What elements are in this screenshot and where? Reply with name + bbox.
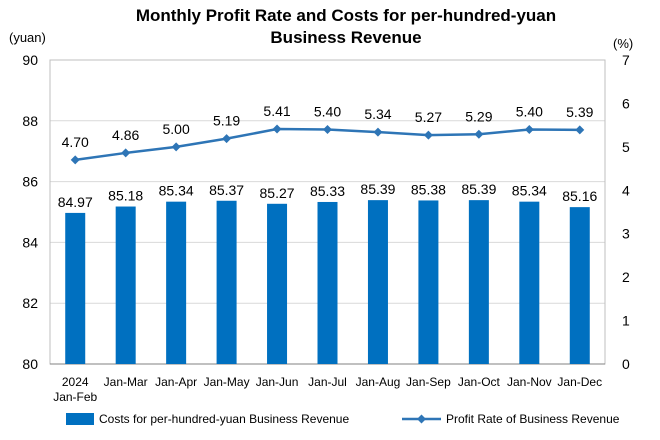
cost-bar-label: 85.39 [360,181,395,197]
right-tick-label: 4 [622,182,630,198]
profit-rate-label: 5.39 [566,104,593,120]
profit-rate-label: 4.70 [62,134,89,150]
cost-bar [267,203,288,364]
profit-rate-label: 5.29 [465,108,492,124]
x-tick-label: Jan-Jun [256,375,299,389]
cost-bar [418,200,439,364]
profit-rate-marker [373,127,383,137]
left-tick-label: 84 [22,234,38,250]
x-tick-label: Jan-Feb [53,390,97,404]
chart-title-line1: Monthly Profit Rate and Costs for per-hu… [136,6,556,25]
profit-rate-label: 5.41 [263,103,290,119]
profit-rate-marker [222,134,232,144]
cost-bar-label: 85.38 [411,181,446,197]
profit-rate-marker [171,142,181,152]
x-tick-label: Jan-Jul [308,375,347,389]
legend-marker-profit [417,414,426,424]
right-tick-label: 0 [622,356,630,372]
x-tick-label: Jan-Nov [507,375,552,389]
cost-bar [519,201,540,364]
legend: Costs for per-hundred-yuan Business Reve… [66,412,620,426]
x-tick-label: Jan-Dec [557,375,602,389]
x-tick-label: Jan-May [204,375,250,389]
profit-rate-label: 5.34 [364,106,391,122]
x-tick-label: Jan-Aug [356,375,401,389]
chart-title-line2: Business Revenue [270,28,421,47]
legend-label-costs: Costs for per-hundred-yuan Business Reve… [99,412,349,426]
plot-area: 80 82 84 86 88 90 0 1 2 3 4 5 6 7 84.97 85.18 85.34 85.37… [22,52,630,404]
left-tick-label: 80 [22,356,38,372]
x-tick-label: Jan-Oct [458,375,501,389]
profit-rate-marker [474,129,484,139]
cost-bar-label: 85.33 [310,183,345,199]
legend-swatch-costs [66,413,94,425]
profit-rate-marker [323,124,332,134]
cost-bar [367,200,388,364]
cost-bar [166,201,187,364]
right-tick-label: 3 [622,226,630,242]
profit-rate-marker [121,148,131,158]
cost-bar-label: 84.97 [58,194,93,210]
right-tick-label: 1 [622,313,630,329]
profit-rate-marker [575,125,585,135]
right-tick-label: 5 [622,139,630,155]
cost-bar-label: 85.39 [461,181,496,197]
legend-label-profit: Profit Rate of Business Revenue [446,412,620,426]
right-axis-unit: (%) [613,36,633,51]
profit-rate-label: 5.40 [516,103,543,119]
left-tick-label: 86 [22,174,38,190]
cost-bar-label: 85.16 [562,188,597,204]
right-tick-label: 6 [622,95,630,111]
x-tick-label: Jan-Sep [406,375,451,389]
left-tick-label: 90 [22,52,38,68]
right-tick-label: 7 [622,52,630,68]
cost-bar-label: 85.34 [159,183,194,199]
left-tick-label: 88 [22,113,38,129]
cost-bar-label: 85.34 [512,183,547,199]
right-tick-label: 2 [622,269,630,285]
profit-rate-label: 5.00 [163,121,190,137]
x-tick-label: Jan-Mar [104,375,148,389]
cost-bar [115,206,136,364]
cost-bar [216,200,237,364]
cost-bar [569,207,590,364]
cost-bar [65,212,86,364]
profit-rate-label: 5.40 [314,103,341,119]
profit-rate-marker [524,124,534,134]
profit-rate-label: 5.27 [415,109,442,125]
cost-bar-label: 85.18 [108,188,143,204]
profit-rate-label: 5.19 [213,113,240,129]
profit-rate-marker [423,130,433,140]
x-tick-label: Jan-Apr [155,375,197,389]
x-tick-label: 2024 [62,375,89,389]
profit-rate-label: 4.86 [112,127,139,143]
left-axis-unit: (yuan) [9,30,46,45]
profit-rate-marker [272,124,282,134]
cost-bar [468,200,489,364]
cost-bar [317,201,338,364]
cost-bar-label: 85.37 [209,182,244,198]
left-tick-label: 82 [22,295,38,311]
profit-rate-marker [70,155,80,165]
cost-bar-label: 85.27 [260,185,295,201]
